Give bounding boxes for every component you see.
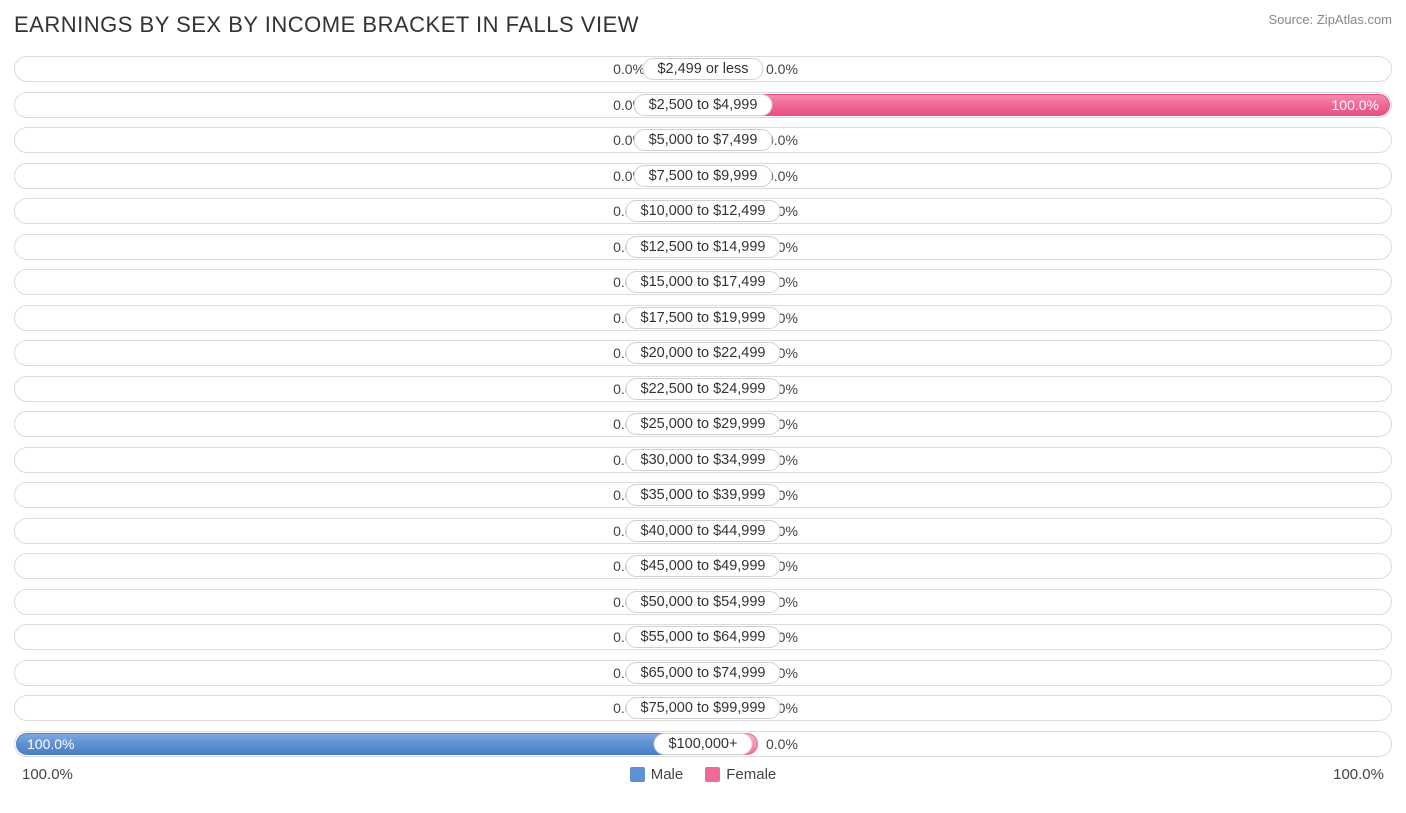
chart-row: 0.0%0.0%$5,000 to $7,499 xyxy=(14,127,1392,153)
category-label: $75,000 to $99,999 xyxy=(626,697,781,719)
chart-footer: 100.0% Male Female 100.0% xyxy=(14,766,1392,783)
male-value: 0.0% xyxy=(613,57,645,81)
male-value: 100.0% xyxy=(27,732,74,756)
legend-item-male: Male xyxy=(630,766,684,783)
legend-swatch-male xyxy=(630,767,645,782)
chart-row: 0.0%0.0%$7,500 to $9,999 xyxy=(14,163,1392,189)
chart-row: 0.0%0.0%$65,000 to $74,999 xyxy=(14,660,1392,686)
category-label: $5,000 to $7,499 xyxy=(634,129,773,151)
legend-label-female: Female xyxy=(726,766,776,783)
source-attribution: Source: ZipAtlas.com xyxy=(1268,12,1392,27)
legend-swatch-female xyxy=(705,767,720,782)
chart-row: 0.0%0.0%$25,000 to $29,999 xyxy=(14,411,1392,437)
chart-row: 0.0%0.0%$17,500 to $19,999 xyxy=(14,305,1392,331)
category-label: $15,000 to $17,499 xyxy=(626,271,781,293)
chart-row: 0.0%0.0%$75,000 to $99,999 xyxy=(14,695,1392,721)
category-label: $30,000 to $34,999 xyxy=(626,449,781,471)
category-label: $40,000 to $44,999 xyxy=(626,520,781,542)
category-label: $35,000 to $39,999 xyxy=(626,484,781,506)
category-label: $17,500 to $19,999 xyxy=(626,307,781,329)
header: EARNINGS BY SEX BY INCOME BRACKET IN FAL… xyxy=(14,12,1392,38)
female-value: 0.0% xyxy=(766,57,798,81)
category-label: $100,000+ xyxy=(654,733,753,755)
chart-row: 0.0%0.0%$22,500 to $24,999 xyxy=(14,376,1392,402)
chart-row: 0.0%0.0%$45,000 to $49,999 xyxy=(14,553,1392,579)
chart-title: EARNINGS BY SEX BY INCOME BRACKET IN FAL… xyxy=(14,12,639,38)
chart-row: 0.0%0.0%$55,000 to $64,999 xyxy=(14,624,1392,650)
category-label: $20,000 to $22,499 xyxy=(626,342,781,364)
category-label: $45,000 to $49,999 xyxy=(626,555,781,577)
chart-row: 0.0%0.0%$20,000 to $22,499 xyxy=(14,340,1392,366)
category-label: $65,000 to $74,999 xyxy=(626,662,781,684)
diverging-bar-chart: 0.0%0.0%$2,499 or less0.0%100.0%$2,500 t… xyxy=(14,56,1392,757)
chart-row: 100.0% 0.0% $100,000+ xyxy=(14,731,1392,757)
category-label: $7,500 to $9,999 xyxy=(634,165,773,187)
female-value: 0.0% xyxy=(766,732,798,756)
category-label: $2,499 or less xyxy=(642,58,763,80)
chart-row: 0.0%0.0%$15,000 to $17,499 xyxy=(14,269,1392,295)
axis-left-label: 100.0% xyxy=(22,766,73,783)
chart-row: 0.0% 0.0%$2,499 or less xyxy=(14,56,1392,82)
category-label: $22,500 to $24,999 xyxy=(626,378,781,400)
female-value: 100.0% xyxy=(1332,93,1379,117)
legend-label-male: Male xyxy=(651,766,684,783)
legend-item-female: Female xyxy=(705,766,776,783)
category-label: $25,000 to $29,999 xyxy=(626,413,781,435)
chart-row: 0.0%100.0%$2,500 to $4,999 xyxy=(14,92,1392,118)
female-bar xyxy=(703,94,1390,116)
chart-row: 0.0%0.0%$35,000 to $39,999 xyxy=(14,482,1392,508)
chart-row: 0.0%0.0%$50,000 to $54,999 xyxy=(14,589,1392,615)
chart-row: 0.0%0.0%$30,000 to $34,999 xyxy=(14,447,1392,473)
chart-row: 0.0%0.0%$40,000 to $44,999 xyxy=(14,518,1392,544)
category-label: $2,500 to $4,999 xyxy=(634,94,773,116)
chart-row: 0.0%0.0%$12,500 to $14,999 xyxy=(14,234,1392,260)
category-label: $12,500 to $14,999 xyxy=(626,236,781,258)
category-label: $50,000 to $54,999 xyxy=(626,591,781,613)
axis-right-label: 100.0% xyxy=(1333,766,1384,783)
category-label: $10,000 to $12,499 xyxy=(626,200,781,222)
legend: Male Female xyxy=(630,766,777,783)
male-bar xyxy=(16,733,703,755)
chart-row: 0.0%0.0%$10,000 to $12,499 xyxy=(14,198,1392,224)
category-label: $55,000 to $64,999 xyxy=(626,626,781,648)
